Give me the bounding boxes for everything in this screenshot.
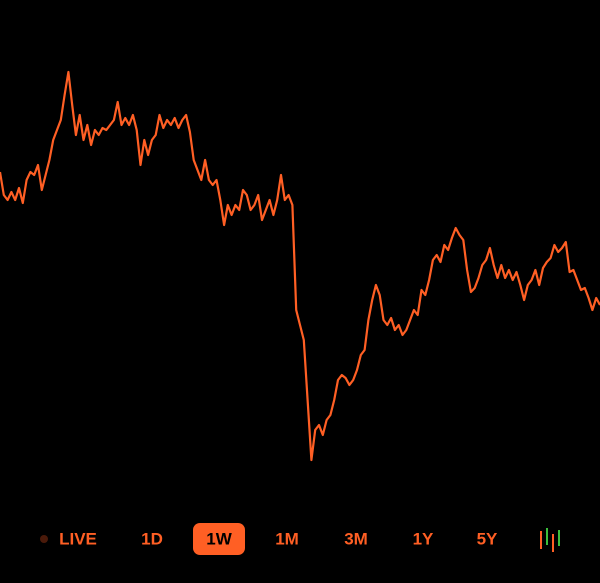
range-button[interactable]: 1D — [141, 529, 163, 548]
price-line — [0, 70, 600, 462]
range-button[interactable]: 3M — [344, 529, 368, 548]
selected-range-bg — [193, 523, 245, 555]
range-button[interactable]: 1W — [206, 529, 232, 548]
range-button[interactable]: LIVE — [59, 529, 97, 548]
range-button[interactable]: 1Y — [413, 529, 434, 548]
range-button[interactable]: 5Y — [477, 529, 498, 548]
chart-icon[interactable] — [540, 528, 560, 552]
live-dot — [40, 535, 48, 543]
range-button[interactable]: 1M — [275, 529, 299, 548]
